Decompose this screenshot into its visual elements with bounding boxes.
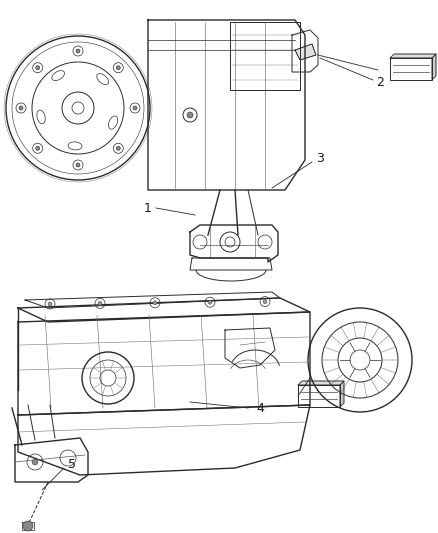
Circle shape [35, 146, 40, 150]
Circle shape [263, 300, 267, 304]
Circle shape [153, 301, 157, 305]
Circle shape [208, 300, 212, 304]
Text: 5: 5 [68, 458, 76, 472]
Circle shape [76, 163, 80, 167]
Polygon shape [390, 54, 436, 58]
Circle shape [133, 106, 137, 110]
Circle shape [32, 459, 38, 465]
Text: 4: 4 [256, 401, 264, 415]
Circle shape [19, 106, 23, 110]
Text: 3: 3 [316, 151, 324, 165]
Polygon shape [340, 381, 344, 407]
Circle shape [187, 112, 193, 118]
Text: 1: 1 [144, 201, 152, 214]
Polygon shape [432, 54, 436, 80]
Polygon shape [295, 44, 316, 60]
Circle shape [23, 521, 33, 531]
Polygon shape [298, 381, 344, 385]
Circle shape [48, 302, 52, 306]
Circle shape [76, 49, 80, 53]
Circle shape [98, 301, 102, 305]
Text: 2: 2 [376, 76, 384, 88]
Circle shape [35, 66, 40, 70]
Circle shape [117, 66, 120, 70]
Circle shape [117, 146, 120, 150]
